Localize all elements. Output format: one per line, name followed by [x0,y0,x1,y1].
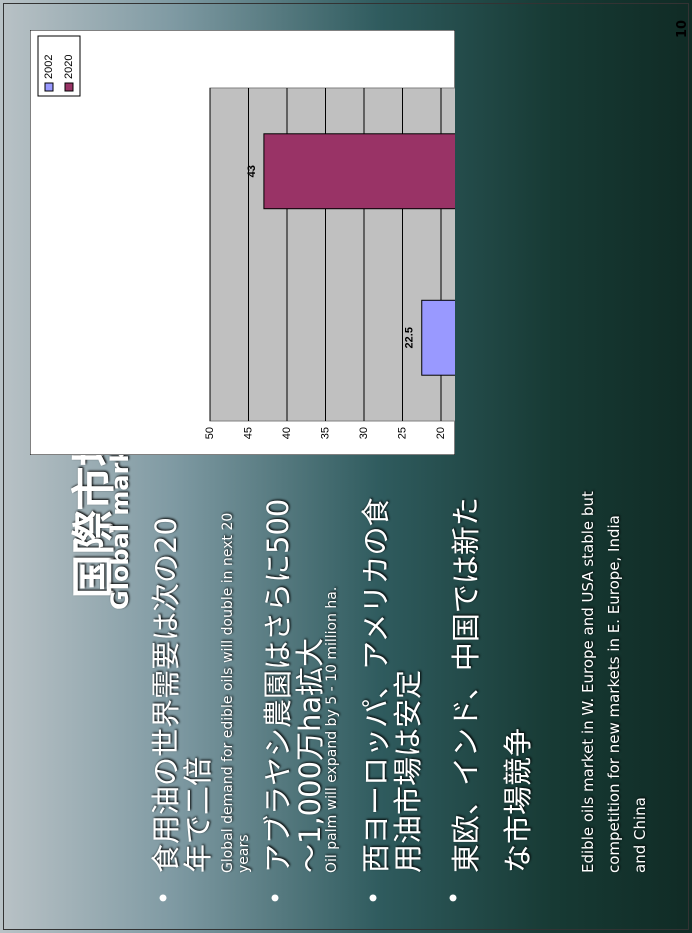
legend-label: 2002 [43,55,55,79]
legend-box [37,35,81,97]
y-tick-label: 50 [204,427,216,439]
bullet-note: Oil palm will expand by 5 - 10 million h… [324,586,340,873]
y-tick-label: 20 [435,427,447,439]
y-tick-label: 25 [396,427,408,439]
y-tick-label: 30 [358,427,370,439]
bullet-note: Edible oils market in W. Europe and USA … [579,491,649,873]
y-tick-label: 40 [281,427,293,439]
bullet-dot: • [150,890,178,905]
y-tick-label: 35 [319,427,331,439]
data-label: 22.5 [404,327,416,348]
bar [421,299,455,376]
bullet: アブラヤシ農園はさらに500～1,000万ha拡大 [261,498,327,873]
page-number: 10 [675,19,690,38]
legend-swatch [44,82,54,92]
data-label: 43 [246,165,258,177]
bullet: 食用油の世界需要は次の20年で二倍 [149,517,215,873]
legend-swatch [64,82,74,92]
bar [263,133,455,210]
bullet-note: Global demand for edible oils will doubl… [220,512,252,873]
bullet-dot: • [262,890,290,905]
bullet: 西ヨーロッパ、アメリカの食用油市場は安定 [359,497,425,873]
bullet-dot: • [360,890,388,905]
legend-label: 2020 [63,55,75,79]
bullet: 東欧、インド、中国では新たな市場競争 [449,497,535,873]
bullet-dot: • [440,890,468,905]
y-tick-label: 45 [242,427,254,439]
